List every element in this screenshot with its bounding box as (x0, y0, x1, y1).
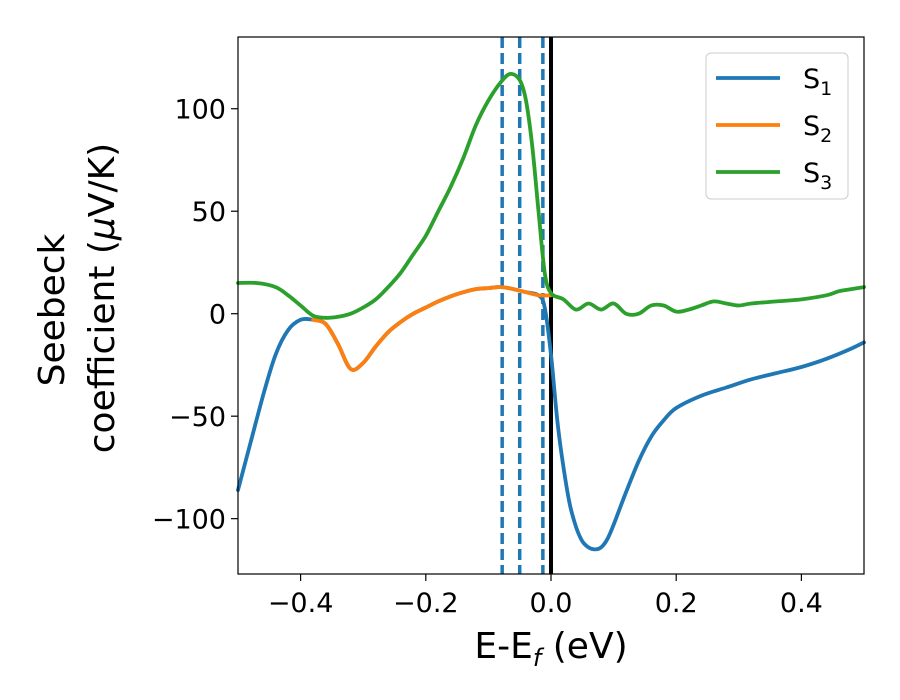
y-axis-label-line1: Seebeck (32, 233, 73, 386)
y-tick-label: −100 (152, 505, 226, 536)
legend-label-s1: S1 (803, 64, 832, 100)
y-tick-label: 0 (209, 300, 226, 331)
x-tick-label: −0.2 (393, 588, 459, 619)
x-tick-label: 0.0 (530, 588, 573, 619)
x-tick-label: 0.4 (780, 588, 823, 619)
y-tick-label: −50 (169, 402, 226, 433)
x-tick-label: −0.4 (268, 588, 334, 619)
y-axis-label-line2: coefficient (μV/K) (82, 143, 123, 453)
reference-lines (500, 37, 553, 574)
y-axis: −100 −50 0 50 100 (152, 95, 238, 536)
legend-label-s3: S3 (803, 158, 832, 194)
x-axis-label: E-Ef (eV) (474, 626, 627, 672)
y-tick-label: 50 (192, 197, 226, 228)
series-layer (236, 71, 866, 552)
series-line-s2 (311, 285, 553, 372)
y-tick-label: 100 (174, 95, 226, 126)
legend-label-s2: S2 (803, 111, 832, 147)
legend: S1 S2 S3 (705, 52, 849, 200)
x-axis: −0.4 −0.2 0.0 0.2 0.4 (268, 574, 823, 619)
x-tick-label: 0.2 (655, 588, 698, 619)
series-line-s3 (236, 71, 866, 320)
